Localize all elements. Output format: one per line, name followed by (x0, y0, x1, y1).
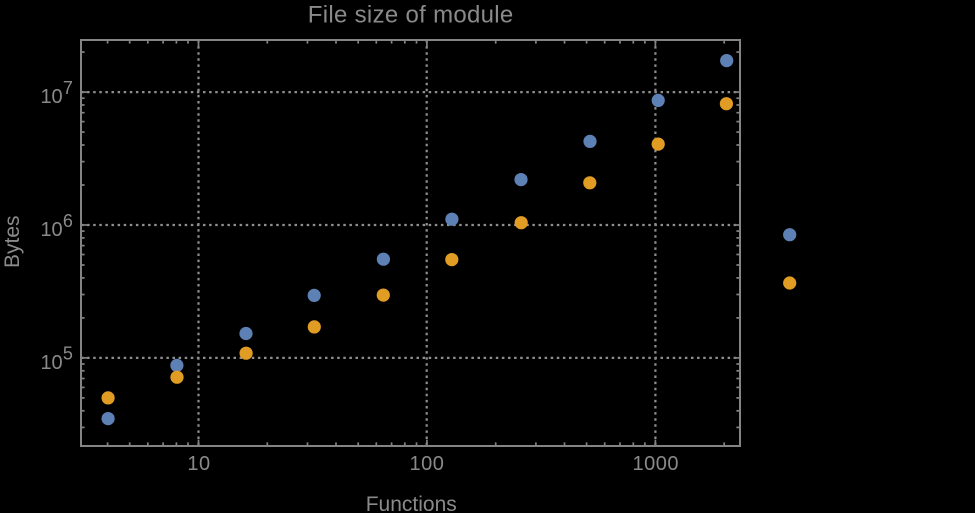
svg-text:10: 10 (40, 86, 62, 108)
svg-text:7: 7 (63, 78, 73, 98)
svg-text:6: 6 (63, 211, 73, 231)
svg-text:10: 10 (187, 453, 210, 475)
svg-text:10: 10 (40, 352, 62, 374)
svg-text:1000: 1000 (633, 453, 680, 475)
svg-text:Bytes: Bytes (1, 215, 24, 268)
svg-text:100: 100 (409, 453, 444, 475)
svg-text:Functions: Functions (366, 493, 457, 513)
svg-text:File size of module: File size of module (308, 2, 514, 29)
svg-text:5: 5 (63, 344, 73, 364)
svg-text:10: 10 (40, 219, 62, 241)
